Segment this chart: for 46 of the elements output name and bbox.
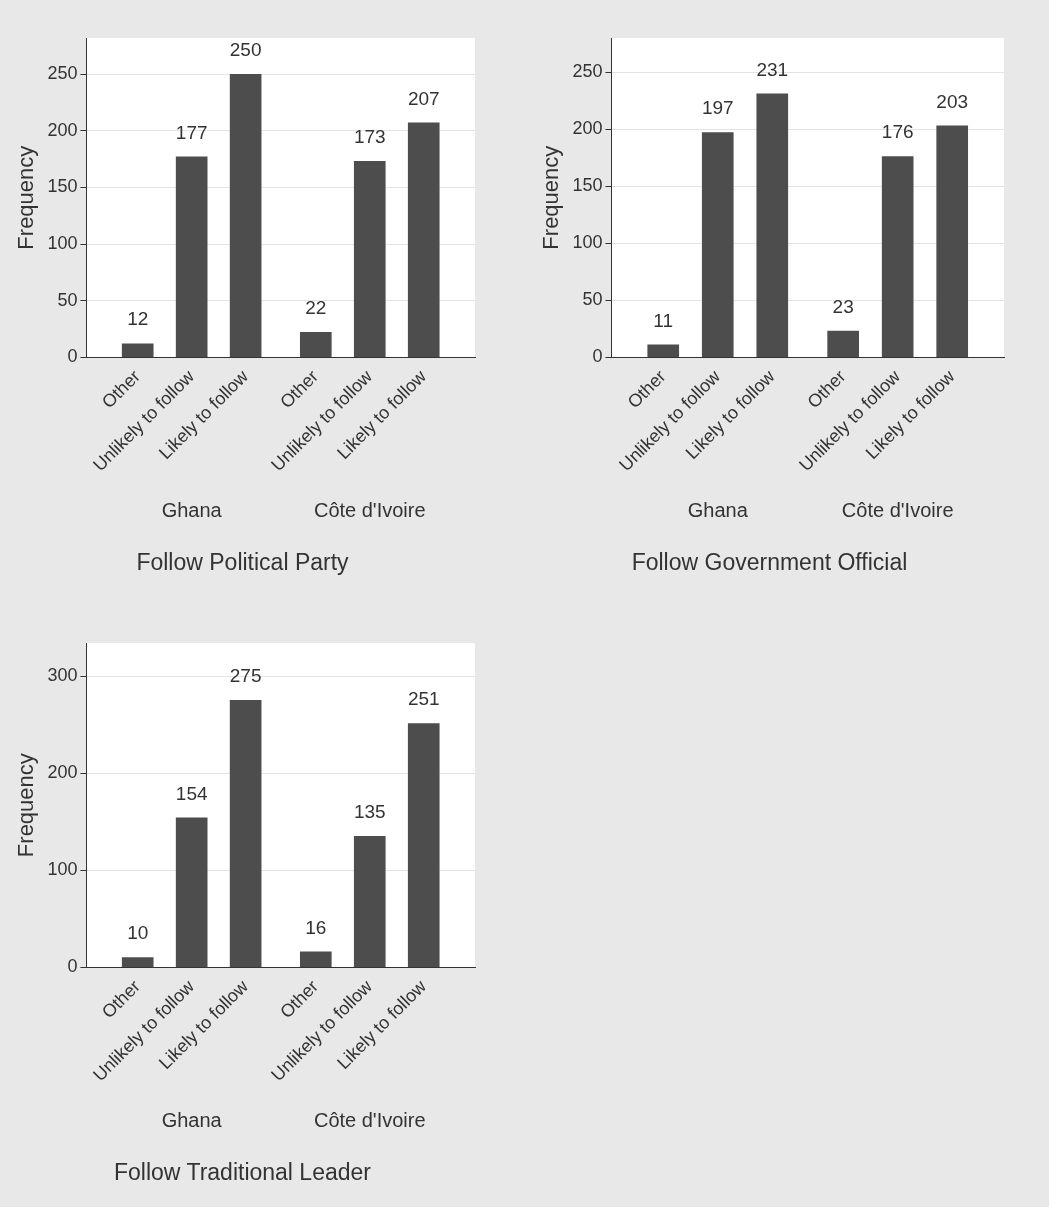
y-tick-label: 100 xyxy=(572,232,603,253)
text: Follow Government Official xyxy=(631,548,908,575)
data-label: 231 xyxy=(756,58,789,80)
y-tick-label: 150 xyxy=(47,176,78,197)
data-label: 22 xyxy=(305,297,327,319)
data-label: 203 xyxy=(936,90,969,112)
y-tick-label: 200 xyxy=(47,762,78,783)
y-axis-title: Frequency xyxy=(538,145,564,250)
data-label: 207 xyxy=(407,87,440,109)
data-label: 177 xyxy=(175,121,208,143)
y-tick-label: 150 xyxy=(572,175,603,196)
y-tick-label: 100 xyxy=(47,233,78,254)
y-tick-label: 100 xyxy=(47,859,78,880)
data-label: 12 xyxy=(127,308,149,330)
y-tick-label: 0 xyxy=(67,956,78,977)
data-label: 16 xyxy=(305,916,327,938)
y-tick-label: 0 xyxy=(67,346,78,367)
data-label: 135 xyxy=(353,800,386,822)
data-label: 197 xyxy=(701,97,734,119)
text: Ghana xyxy=(161,498,223,521)
text: Côte d'Ivoire xyxy=(313,1108,426,1131)
data-label: 251 xyxy=(407,688,440,710)
data-label: 23 xyxy=(832,295,854,317)
data-label: 10 xyxy=(127,922,149,944)
y-tick-label: 200 xyxy=(572,118,603,139)
y-tick-label: 50 xyxy=(57,289,78,310)
text: Côte d'Ivoire xyxy=(841,498,954,521)
text: Follow Traditional Leader xyxy=(114,1158,372,1185)
data-label: 154 xyxy=(175,782,208,804)
text: Côte d'Ivoire xyxy=(313,498,426,521)
y-axis-title: Frequency xyxy=(13,145,39,250)
y-tick-label: 0 xyxy=(592,346,603,367)
text: Follow Political Party xyxy=(136,548,350,575)
y-tick-label: 50 xyxy=(582,289,603,310)
data-label: 275 xyxy=(229,665,262,687)
data-label: 11 xyxy=(653,309,674,331)
text: Ghana xyxy=(687,498,749,521)
y-tick-label: 250 xyxy=(47,63,78,84)
data-label: 176 xyxy=(881,121,914,143)
y-axis-title: Frequency xyxy=(13,753,39,858)
data-label: 250 xyxy=(229,38,262,60)
y-tick-label: 250 xyxy=(572,61,603,82)
text: Ghana xyxy=(161,1108,223,1131)
data-label: 173 xyxy=(353,126,386,148)
y-tick-label: 300 xyxy=(47,664,78,685)
y-tick-label: 200 xyxy=(47,119,78,140)
